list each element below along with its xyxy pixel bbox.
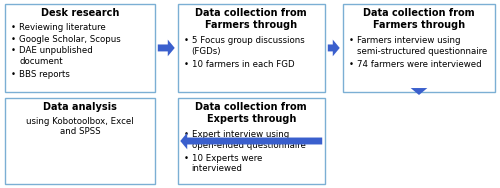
Text: •: • xyxy=(184,36,188,45)
FancyBboxPatch shape xyxy=(342,4,495,92)
Text: Desk research: Desk research xyxy=(41,8,119,18)
Text: Expert interview using
open-ended questionnaire: Expert interview using open-ended questi… xyxy=(192,130,306,150)
Text: 74 farmers were interviewed: 74 farmers were interviewed xyxy=(356,60,481,69)
Text: •: • xyxy=(11,35,16,44)
Text: Data analysis: Data analysis xyxy=(43,102,117,112)
Text: •: • xyxy=(184,130,188,139)
FancyBboxPatch shape xyxy=(5,98,155,184)
Text: •: • xyxy=(348,36,354,45)
Text: BBS reports: BBS reports xyxy=(19,70,70,79)
Text: 10 Experts were
interviewed: 10 Experts were interviewed xyxy=(192,154,262,173)
Text: •: • xyxy=(184,60,188,69)
Text: Google Scholar, Scopus: Google Scholar, Scopus xyxy=(19,35,121,44)
Text: •: • xyxy=(184,154,188,163)
Text: 5 Focus group discussions
(FGDs): 5 Focus group discussions (FGDs) xyxy=(192,36,304,56)
Text: DAE unpublished
document: DAE unpublished document xyxy=(19,46,93,66)
Text: using Kobotoolbox, Excel
and SPSS: using Kobotoolbox, Excel and SPSS xyxy=(26,117,134,136)
Text: •: • xyxy=(11,46,16,55)
Text: Data collection from
Farmers through: Data collection from Farmers through xyxy=(363,8,474,30)
Text: •: • xyxy=(348,60,354,69)
Text: Farmers interview using
semi-structured questionnaire: Farmers interview using semi-structured … xyxy=(356,36,487,56)
FancyBboxPatch shape xyxy=(5,4,155,92)
Text: 10 farmers in each FGD: 10 farmers in each FGD xyxy=(192,60,294,69)
Text: •: • xyxy=(11,70,16,79)
Text: Reviewing literature: Reviewing literature xyxy=(19,23,106,32)
Text: Data collection from
Experts through: Data collection from Experts through xyxy=(196,102,307,124)
FancyBboxPatch shape xyxy=(178,4,325,92)
FancyBboxPatch shape xyxy=(178,98,325,184)
Text: •: • xyxy=(11,23,16,32)
Text: Data collection from
Farmers through: Data collection from Farmers through xyxy=(196,8,307,30)
